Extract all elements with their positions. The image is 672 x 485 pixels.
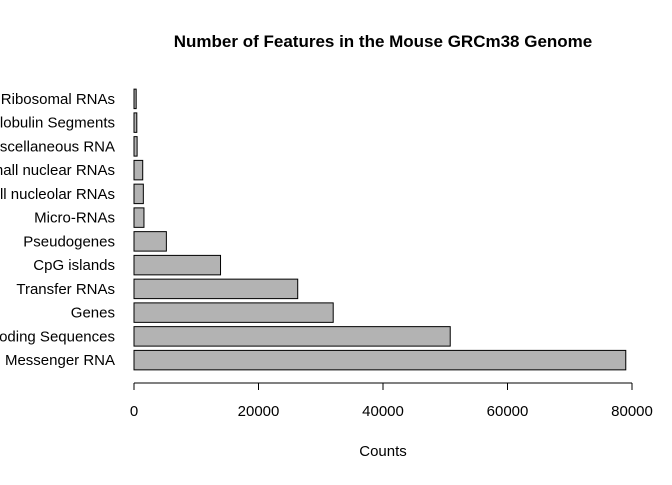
bar-immunoglobulin-segments [133,112,138,133]
category-label-miscellaneous-rna: Miscellaneous RNA [0,138,115,155]
x-axis: 0 20000 40000 60000 80000 [130,382,653,420]
bar-coding-sequences [133,326,451,347]
chart-title: Number of Features in the Mouse GRCm38 G… [174,32,592,51]
x-tick-label-80000: 80000 [611,403,653,420]
category-label-small-nuclear-rnas: Small nuclear RNAs [0,162,115,179]
category-label-immunoglobulin-segments: Immunoglobulin Segments [0,115,115,132]
bar-transfer-rnas [133,278,299,300]
category-labels: Messenger RNA Coding Sequences Genes Transf… [0,91,115,369]
category-label-coding-sequences: Coding Sequences [0,328,115,345]
bar-micro-rnas [133,207,145,228]
bar-cpg-islands [133,254,222,276]
x-tick-label-0: 0 [130,403,138,420]
x-tick-label-40000: 40000 [362,403,404,420]
category-label-transfer-rnas: Transfer RNAs [16,281,115,298]
bar-genes [133,302,334,323]
bars-group [133,88,627,371]
bar-pseudogenes [133,231,167,252]
x-axis-label: Counts [359,443,407,460]
category-label-pseudogenes: Pseudogenes [23,233,115,250]
bar-small-nuclear-rnas [133,159,144,181]
category-label-messenger-rna: Messenger RNA [5,352,115,369]
category-label-genes: Genes [71,305,115,322]
category-label-ribosomal-rnas: Ribosomal RNAs [1,91,115,108]
bar-messenger-rna [133,349,627,371]
category-label-small-nucleolar-rnas: Small nucleolar RNAs [0,186,115,203]
category-label-micro-rnas: Micro-RNAs [34,210,115,227]
x-tick-label-60000: 60000 [487,403,529,420]
category-label-cpg-islands: CpG islands [33,257,115,274]
bar-small-nucleolar-rnas [133,183,144,205]
x-tick-label-20000: 20000 [238,403,280,420]
bar-ribosomal-rnas [133,88,137,110]
bar-miscellaneous-rna [133,136,138,157]
